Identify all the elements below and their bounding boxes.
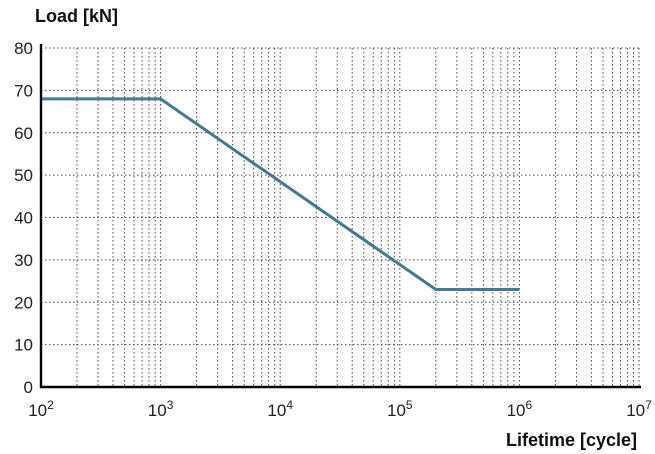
axes: [39, 44, 641, 389]
grid: [41, 47, 640, 387]
y-tick-label: 30: [14, 251, 33, 270]
y-tick-label: 70: [14, 81, 33, 100]
x-axis-title: Lifetime [cycle]: [506, 430, 637, 450]
x-tick-label: 104: [267, 398, 293, 420]
x-tick-labels: 102 103 104 105 106 107: [28, 398, 652, 420]
y-tick-label: 20: [14, 293, 33, 312]
x-tick-label: 105: [387, 398, 413, 420]
y-tick-labels: 0 10 20 30 40 50 60 70 80: [14, 39, 33, 397]
x-tick-label: 106: [507, 398, 533, 420]
y-tick-label: 10: [14, 336, 33, 355]
x-tick-label: 107: [626, 398, 652, 420]
x-tick-label: 102: [28, 398, 54, 420]
x-tick-label: 103: [148, 398, 174, 420]
y-axis-title: Load [kN]: [35, 6, 118, 26]
y-tick-label: 40: [14, 209, 33, 228]
series-layer: [41, 97, 520, 291]
y-tick-label: 60: [14, 124, 33, 143]
y-tick-label: 50: [14, 166, 33, 185]
load-lifetime-curve: [41, 97, 520, 291]
y-tick-label: 0: [24, 378, 33, 397]
y-tick-label: 80: [14, 39, 33, 58]
